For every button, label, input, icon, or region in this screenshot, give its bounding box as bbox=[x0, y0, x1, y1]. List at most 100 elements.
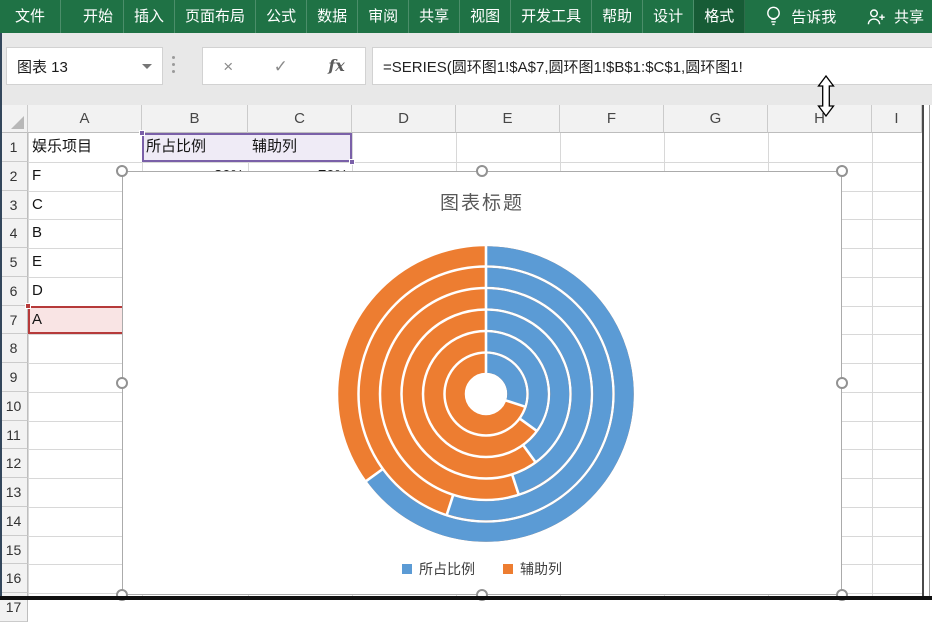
insert-function-button[interactable]: fx bbox=[328, 56, 345, 75]
row-header-4[interactable]: 4 bbox=[0, 219, 28, 248]
legend-swatch bbox=[503, 564, 513, 574]
slice-separator bbox=[445, 494, 455, 516]
chart-resize-handle[interactable] bbox=[116, 377, 128, 389]
chart-legend: 所占比例 辅助列 bbox=[123, 559, 841, 579]
cell-A2[interactable]: F bbox=[32, 166, 42, 184]
row-header-8[interactable]: 8 bbox=[0, 334, 28, 363]
ribbon-tab-共享[interactable]: 共享 bbox=[409, 0, 461, 33]
row-header-5[interactable]: 5 bbox=[0, 248, 28, 277]
slice-separator bbox=[510, 473, 520, 496]
cell-A5[interactable]: E bbox=[32, 253, 43, 270]
row-header-7[interactable]: 7 bbox=[0, 305, 28, 335]
ribbon-tabs: 文件 开始 插入 页面布局 公式 数据 审阅 共享 视图 开发工具 帮助 设计 格式 bbox=[0, 0, 746, 33]
ribbon-tab-页面布局[interactable]: 页面布局 bbox=[175, 0, 257, 33]
chart-resize-handle[interactable] bbox=[836, 165, 848, 177]
row-header-11[interactable]: 11 bbox=[0, 420, 28, 450]
row-header-16[interactable]: 16 bbox=[0, 564, 28, 593]
legend-label: 辅助列 bbox=[520, 561, 562, 577]
selected-category-range-handle[interactable] bbox=[349, 158, 355, 165]
select-all-corner[interactable] bbox=[0, 105, 28, 133]
chart-resize-handle[interactable] bbox=[836, 377, 848, 389]
window-bottom-edge bbox=[0, 596, 932, 600]
cell-A6[interactable]: D bbox=[32, 281, 43, 299]
tell-me-label: 告诉我 bbox=[791, 9, 837, 26]
cell-A7[interactable]: A bbox=[32, 310, 43, 328]
legend-swatch bbox=[402, 564, 412, 574]
doughnut-chart[interactable] bbox=[336, 244, 636, 544]
cell-A1[interactable]: 娱乐项目 bbox=[32, 138, 93, 155]
lightbulb-icon bbox=[767, 6, 781, 26]
slice-separator bbox=[521, 444, 537, 464]
row-header-3[interactable]: 3 bbox=[0, 190, 28, 220]
column-header-H[interactable]: H bbox=[768, 105, 872, 133]
selected-series-name-cell-handle[interactable] bbox=[25, 302, 31, 309]
slice-separator bbox=[364, 467, 384, 483]
formula-bar-buttons: × ✓ fx bbox=[202, 47, 366, 85]
row-header-14[interactable]: 14 bbox=[0, 506, 28, 536]
chart-title[interactable]: 图表标题 bbox=[439, 193, 524, 214]
ribbon-tab-帮助[interactable]: 帮助 bbox=[592, 0, 644, 33]
row-header-9[interactable]: 9 bbox=[0, 363, 28, 392]
chart-resize-handle[interactable] bbox=[476, 165, 488, 177]
row-header-2[interactable]: 2 bbox=[0, 161, 28, 191]
share-label: 共享 bbox=[893, 9, 924, 26]
column-header-B[interactable]: B bbox=[142, 105, 248, 133]
cell-C1[interactable]: 辅助列 bbox=[252, 138, 298, 155]
name-box[interactable]: 图表 13 bbox=[6, 47, 163, 85]
legend-item-所占比例[interactable]: 所占比例 bbox=[402, 559, 475, 579]
ribbon-tab-开发工具[interactable]: 开发工具 bbox=[511, 0, 593, 33]
column-header-C[interactable]: C bbox=[248, 105, 352, 133]
window-left-edge bbox=[0, 33, 2, 596]
row-header-10[interactable]: 10 bbox=[0, 391, 28, 421]
legend-item-辅助列[interactable]: 辅助列 bbox=[503, 559, 562, 579]
select-all-triangle-icon bbox=[11, 116, 24, 129]
gridline bbox=[28, 133, 29, 596]
column-header-D[interactable]: D bbox=[352, 105, 456, 133]
slice-separator bbox=[504, 398, 526, 409]
gridline bbox=[872, 133, 873, 596]
ribbon-tab-审阅[interactable]: 审阅 bbox=[358, 0, 410, 33]
cell-A4[interactable]: B bbox=[32, 224, 43, 242]
resize-cursor-icon bbox=[817, 75, 835, 117]
cancel-button[interactable]: × bbox=[223, 56, 234, 76]
column-header-G[interactable]: G bbox=[664, 105, 768, 133]
cell-B1[interactable]: 所占比例 bbox=[146, 138, 207, 155]
window-right-gutter bbox=[922, 105, 932, 596]
add-person-icon bbox=[867, 8, 885, 24]
enter-button[interactable]: ✓ bbox=[273, 56, 288, 76]
ribbon-tab-开始[interactable]: 开始 bbox=[73, 0, 125, 33]
row-header-1[interactable]: 1 bbox=[0, 133, 28, 162]
share-button[interactable]: 共享 bbox=[866, 0, 924, 33]
chart-resize-handle[interactable] bbox=[116, 165, 128, 177]
gridline bbox=[28, 161, 922, 163]
ribbon-tab-格式[interactable]: 格式 bbox=[694, 0, 746, 33]
legend-label: 所占比例 bbox=[419, 561, 475, 577]
row-header-13[interactable]: 13 bbox=[0, 478, 28, 507]
row-header-12[interactable]: 12 bbox=[0, 449, 28, 478]
column-header-A[interactable]: A bbox=[28, 105, 142, 133]
ribbon-tab-bar: 文件 开始 插入 页面布局 公式 数据 审阅 共享 视图 开发工具 帮助 设计 格式 告诉我 共享 bbox=[0, 0, 932, 33]
ribbon-tab-视图[interactable]: 视图 bbox=[460, 0, 512, 33]
formula-input[interactable]: =SERIES(圆环图1!$A$7,圆环图1!$B$1:$C$1,圆环图1! bbox=[372, 47, 932, 85]
selected-category-range-handle[interactable] bbox=[139, 130, 145, 136]
formula-text: =SERIES(圆环图1!$A$7,圆环图1!$B$1:$C$1,圆环图1! bbox=[383, 58, 743, 76]
window-right-edge-line bbox=[929, 105, 930, 596]
column-header-E[interactable]: E bbox=[456, 105, 560, 133]
separator-dots-icon bbox=[172, 56, 175, 73]
row-header-6[interactable]: 6 bbox=[0, 276, 28, 306]
ribbon-tab-文件[interactable]: 文件 bbox=[0, 0, 62, 33]
chart-object[interactable]: 图表标题 所占比例 辅助列 bbox=[116, 165, 848, 601]
chevron-down-icon[interactable] bbox=[142, 63, 152, 69]
ribbon-tab-公式[interactable]: 公式 bbox=[256, 0, 308, 33]
selected-category-range bbox=[142, 133, 352, 162]
name-box-value: 图表 13 bbox=[17, 58, 68, 76]
column-header-I[interactable]: I bbox=[872, 105, 922, 133]
ribbon-tab-数据[interactable]: 数据 bbox=[307, 0, 359, 33]
ribbon-tab-设计[interactable]: 设计 bbox=[643, 0, 695, 33]
column-header-F[interactable]: F bbox=[560, 105, 664, 133]
cell-A3[interactable]: C bbox=[32, 195, 43, 213]
slice-separator bbox=[518, 417, 538, 433]
ribbon-tab-插入[interactable]: 插入 bbox=[124, 0, 176, 33]
row-header-15[interactable]: 15 bbox=[0, 535, 28, 565]
tell-me-box[interactable]: 告诉我 bbox=[765, 0, 836, 33]
